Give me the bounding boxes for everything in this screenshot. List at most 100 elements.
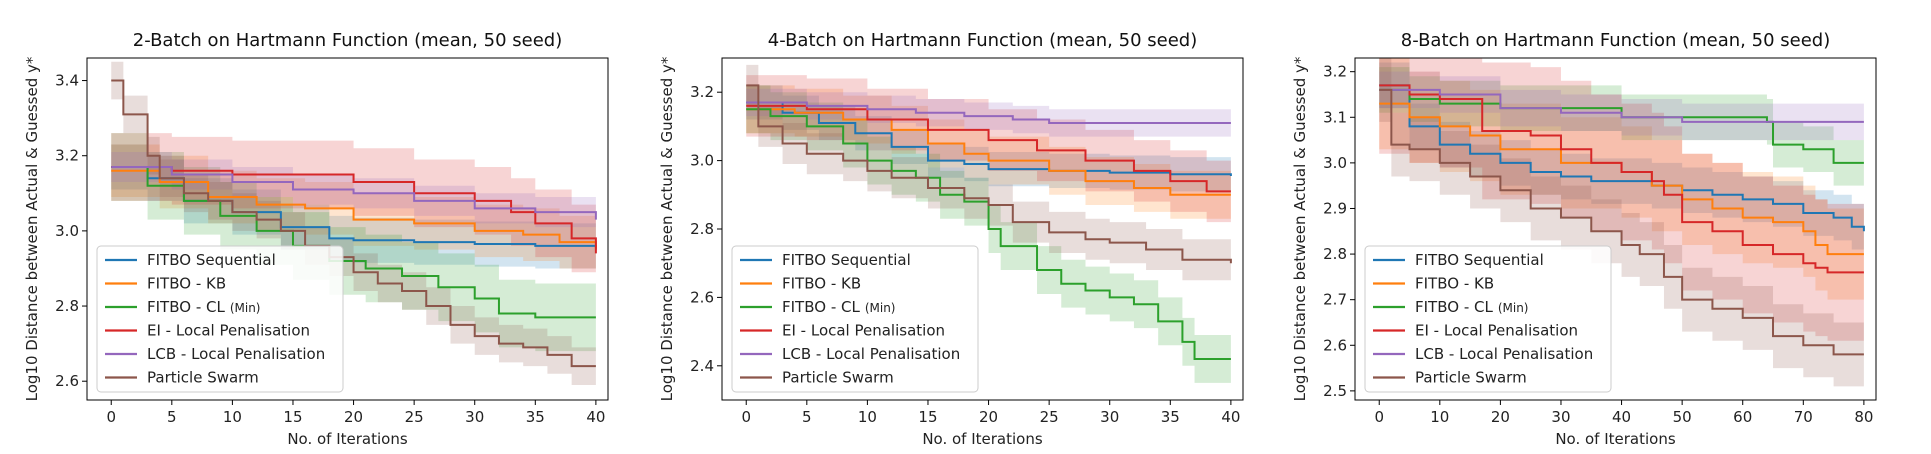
legend-label-fitbo-sequential: FITBO Sequential: [1415, 251, 1544, 269]
axes-frame: [1354, 57, 1877, 401]
y-tick-label: 3.2: [55, 147, 79, 165]
band-lcb-local-penalisation: [1379, 71, 1864, 141]
x-tick-label: 40: [586, 408, 605, 426]
x-tick-label: 20: [344, 408, 363, 426]
x-tick-label: 5: [167, 408, 177, 426]
line-ei-local-penalisation: [1379, 84, 1864, 274]
band-fitbo-sequential: [111, 144, 596, 271]
band-fitbo-sequential: [1379, 62, 1864, 255]
chart-title: 8-Batch on Hartmann Function (mean, 50 s…: [1401, 30, 1830, 51]
chart-panel-3: 0 10 20 30 40 50 60 70 80 2.5 2.6 2.7 2.8 2.9 3.0 3.1 3.…: [1291, 30, 1877, 448]
x-tick-label: 40: [1612, 408, 1631, 426]
x-tick-label: 5: [802, 408, 812, 426]
legend-label-fitbo-cl-min: FITBO - CL (Min): [147, 298, 260, 316]
y-tick-label: 3.0: [55, 222, 79, 240]
y-axis-label: Log10 Distance between Actual & Guessed …: [658, 56, 676, 401]
legend-label-ei-local-penalisation: EI - Local Penalisation: [1415, 322, 1578, 340]
chart-title: 4-Batch on Hartmann Function (mean, 50 s…: [768, 30, 1197, 51]
y-tick-label: 2.4: [690, 357, 714, 375]
plot-area: [1379, 58, 1865, 387]
line-fitbo-cl-min: [111, 165, 596, 319]
legend: FITBO Sequential FITBO - KB FITBO - CL (Min…: [96, 245, 344, 393]
chart-panel-2: 0 5 10 15 20 25 30 35 40 2.4 2.6 2.8 3.0 3.2 4-Batch o…: [658, 30, 1244, 448]
chart-panel-1: 0 5 10 15 20 25 30 35 40 2.6 2.8 3.0 3.2 3.4 2-Batch o…: [23, 30, 609, 448]
y-tick-label: 2.9: [1323, 199, 1347, 217]
plot-area: [111, 61, 597, 385]
line-ei-local-penalisation: [111, 165, 597, 254]
legend-label-lcb-local-penalisation: LCB - Local Penalisation: [1415, 345, 1593, 363]
chart-title: 2-Batch on Hartmann Function (mean, 50 s…: [133, 30, 562, 51]
x-tick-label: 70: [1794, 408, 1813, 426]
x-tick-label: 35: [1161, 408, 1180, 426]
y-tick-label: 2.6: [1323, 336, 1347, 354]
y-tick-label: 2.6: [690, 288, 714, 306]
band-ei-local-penalisation: [1379, 58, 1864, 341]
x-tick-label: 25: [405, 408, 424, 426]
y-axis-label: Log10 Distance between Actual & Guessed …: [1291, 56, 1309, 401]
x-tick-label: 30: [1100, 408, 1119, 426]
line-fitbo-sequential: [746, 101, 1232, 176]
band-particle-swarm: [746, 64, 1231, 284]
legend-label-particle-swarm: Particle Swarm: [1415, 369, 1527, 387]
legend-label-fitbo-cl-min: FITBO - CL (Min): [782, 298, 895, 316]
axes-frame: [86, 57, 609, 401]
x-tick-label: 10: [223, 408, 242, 426]
legend-label-fitbo-sequential: FITBO Sequential: [782, 251, 911, 269]
x-tick-label: 30: [1551, 408, 1570, 426]
y-tick-label: 2.8: [55, 297, 79, 315]
line-ei-local-penalisation: [746, 104, 1231, 193]
legend-label-fitbo-sequential: FITBO Sequential: [147, 251, 276, 269]
x-axis-label: No. of Iterations: [1555, 430, 1676, 448]
y-tick-label: 2.8: [1323, 245, 1347, 263]
legend-label-fitbo-kb: FITBO - KB: [147, 275, 226, 293]
line-fitbo-kb: [1379, 102, 1864, 256]
line-lcb-local-penalisation: [1379, 88, 1864, 123]
x-tick-label: 30: [465, 408, 484, 426]
line-particle-swarm: [746, 84, 1232, 264]
line-fitbo-cl-min: [1379, 88, 1864, 164]
x-tick-label: 15: [283, 408, 302, 426]
y-tick-label: 3.2: [1323, 63, 1347, 81]
x-tick-label: 25: [1040, 408, 1059, 426]
legend-box: [1364, 245, 1612, 393]
y-tick-label: 3.0: [690, 152, 714, 170]
y-tick-label: 2.6: [55, 372, 79, 390]
y-tick-label: 2.5: [1323, 382, 1347, 400]
legend-label-lcb-local-penalisation: LCB - Local Penalisation: [147, 345, 325, 363]
line-lcb-local-penalisation: [746, 101, 1231, 124]
legend-box: [731, 245, 979, 393]
x-tick-label: 20: [1491, 408, 1510, 426]
line-particle-swarm: [1379, 88, 1864, 356]
legend-label-fitbo-cl-min: FITBO - CL (Min): [1415, 298, 1528, 316]
x-tick-label: 0: [741, 408, 751, 426]
line-fitbo-kb: [746, 108, 1231, 196]
legend-label-ei-local-penalisation: EI - Local Penalisation: [782, 322, 945, 340]
y-tick-label: 3.1: [1323, 108, 1347, 126]
legend-label-fitbo-kb: FITBO - KB: [1415, 275, 1494, 293]
x-tick-label: 40: [1221, 408, 1240, 426]
x-axis-label: No. of Iterations: [287, 430, 408, 448]
y-tick-label: 2.7: [1323, 291, 1347, 309]
x-tick-label: 10: [858, 408, 877, 426]
band-fitbo-sequential: [746, 85, 1231, 194]
x-tick-label: 0: [1374, 408, 1384, 426]
x-tick-label: 20: [979, 408, 998, 426]
x-tick-label: 15: [918, 408, 937, 426]
y-tick-label: 3.4: [55, 72, 79, 90]
band-lcb-local-penalisation: [746, 88, 1231, 137]
line-fitbo-cl-min: [746, 108, 1231, 360]
legend-label-particle-swarm: Particle Swarm: [147, 369, 259, 387]
y-tick-label: 3.0: [1323, 154, 1347, 172]
x-tick-label: 80: [1854, 408, 1873, 426]
legend-label-ei-local-penalisation: EI - Local Penalisation: [147, 322, 310, 340]
legend: FITBO Sequential FITBO - KB FITBO - CL (Min…: [731, 245, 979, 393]
y-axis-label: Log10 Distance between Actual & Guessed …: [23, 56, 41, 401]
x-tick-label: 35: [526, 408, 545, 426]
legend-label-lcb-local-penalisation: LCB - Local Penalisation: [782, 345, 960, 363]
y-tick-label: 2.8: [690, 220, 714, 238]
x-tick-label: 50: [1673, 408, 1692, 426]
legend: FITBO Sequential FITBO - KB FITBO - CL (Min…: [1364, 245, 1612, 393]
line-fitbo-kb: [111, 169, 597, 250]
